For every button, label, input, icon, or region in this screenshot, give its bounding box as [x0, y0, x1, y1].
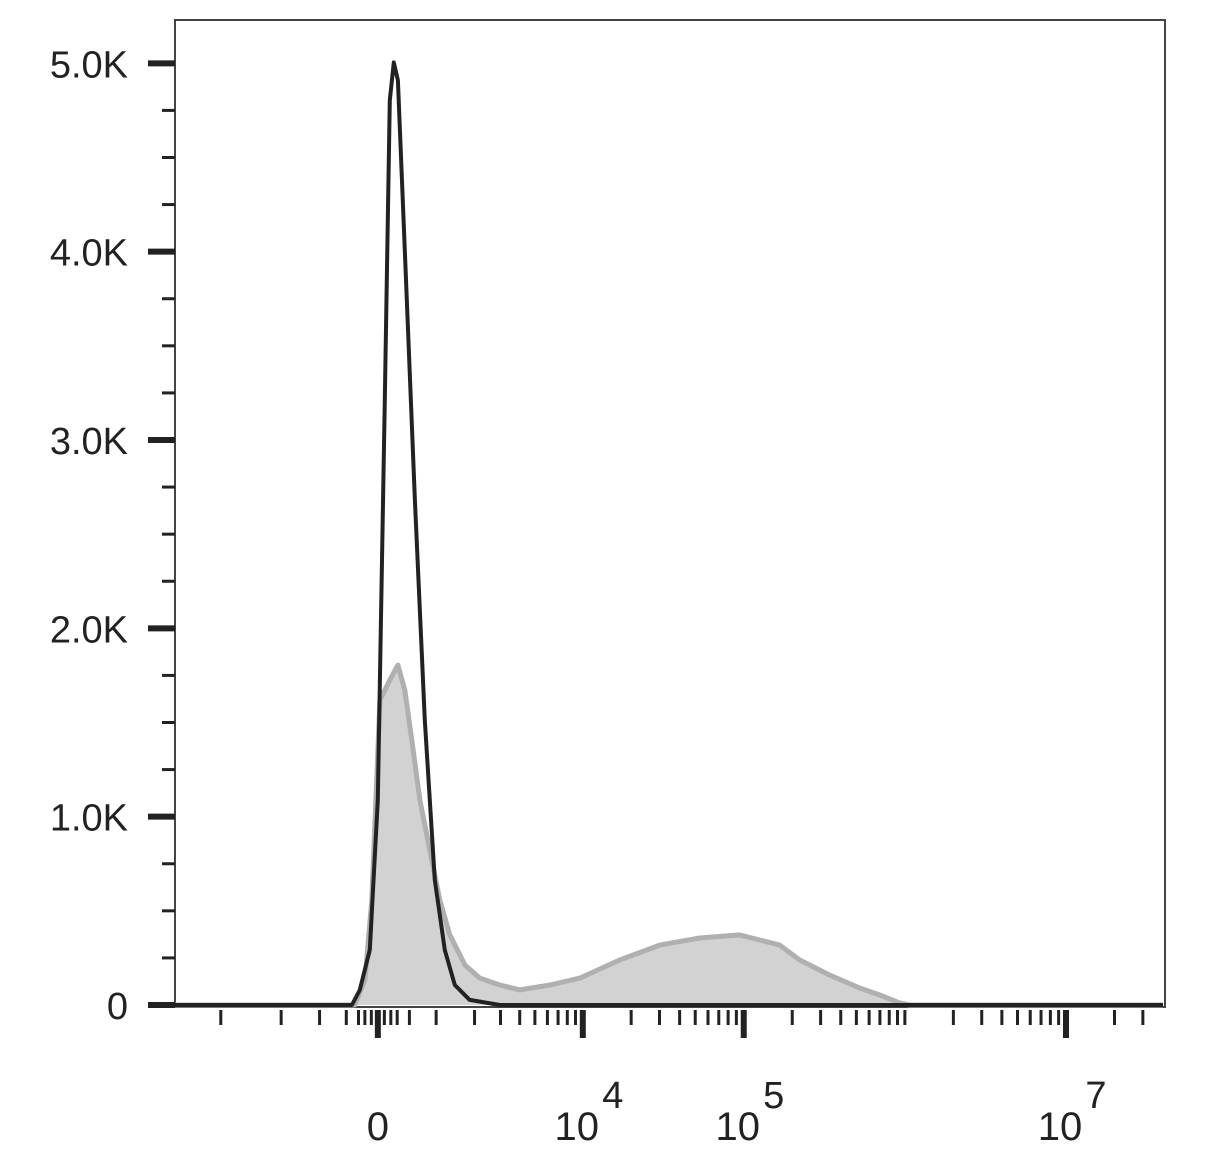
x-tick-label: 10 — [1038, 1105, 1083, 1149]
y-tick-label: 1.0K — [50, 798, 128, 840]
x-tick-label: 10 — [715, 1105, 760, 1149]
x-tick-exponent: 7 — [1085, 1075, 1106, 1117]
x-tick-label: 0 — [367, 1105, 389, 1149]
histogram-line — [175, 662, 1163, 1008]
y-tick-label: 0 — [107, 986, 128, 1028]
plot-frame — [174, 19, 1166, 1008]
x-tick-label: 10 — [555, 1105, 600, 1149]
y-tick-label: 5.0K — [50, 44, 128, 86]
histogram-area — [175, 665, 1163, 1005]
x-tick-exponent: 5 — [763, 1075, 784, 1117]
y-tick-label: 3.0K — [50, 421, 128, 463]
x-tick-exponent: 4 — [602, 1075, 623, 1117]
y-tick-label: 2.0K — [50, 609, 128, 651]
histogram-line — [175, 60, 1163, 1007]
y-tick-label: 4.0K — [50, 233, 128, 275]
